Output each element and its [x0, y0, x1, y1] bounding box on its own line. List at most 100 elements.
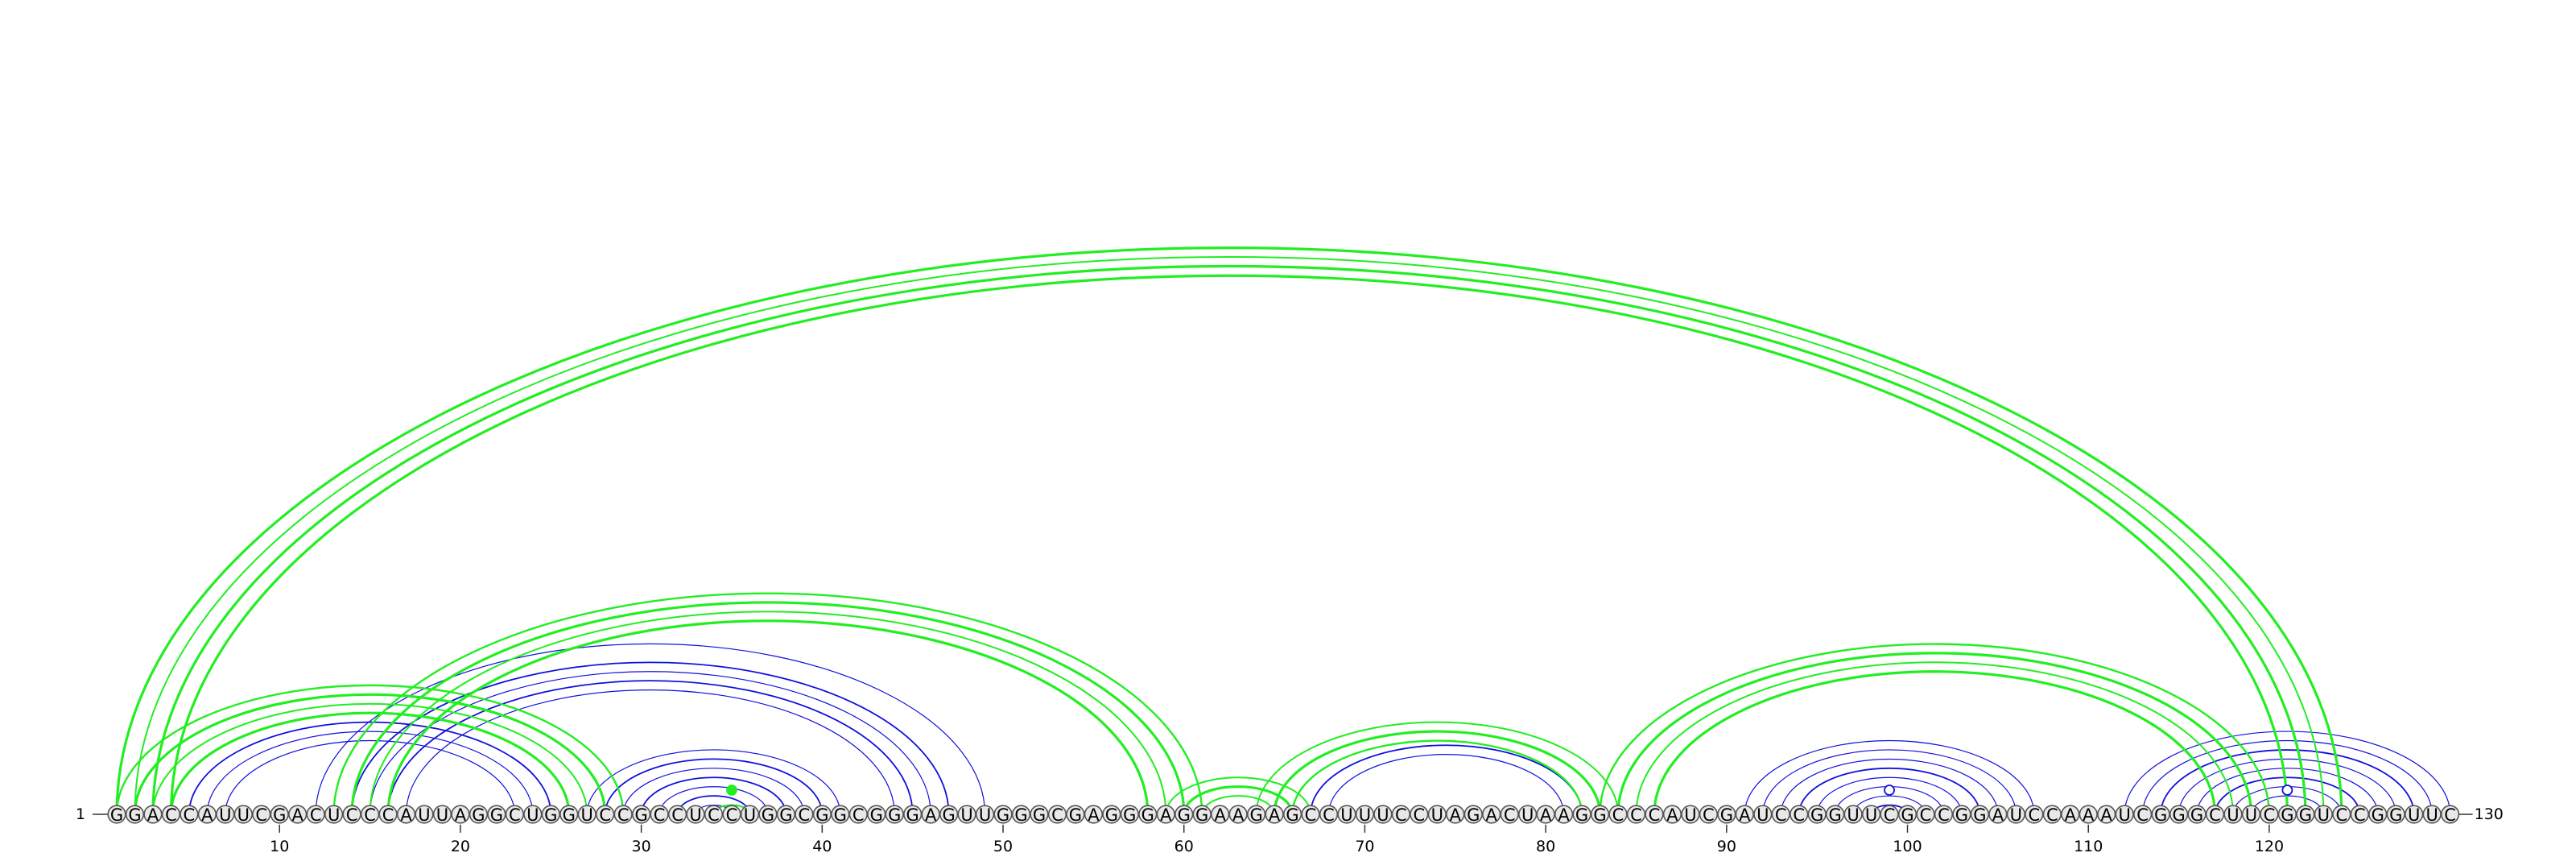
nucleotide-circle [487, 805, 506, 824]
nucleotide-circle [197, 805, 217, 824]
nucleotide-105: A [1988, 805, 2008, 825]
nucleotide-letter: C [2209, 805, 2221, 825]
nucleotide-letter: A [2083, 805, 2095, 825]
nucleotide-49: U [975, 805, 995, 825]
nucleotide-57: G [1120, 805, 1139, 825]
nucleotide-letter: G [906, 805, 919, 825]
blue-arc-113-129 [2142, 739, 2433, 815]
nucleotide-letter: G [2172, 805, 2185, 825]
nucleotide-45: G [903, 805, 923, 825]
nucleotide-circle [939, 805, 959, 824]
blue-arc-16-45 [387, 680, 914, 815]
nucleotide-letter: G [2154, 805, 2167, 825]
nucleotide-letter: C [2264, 805, 2276, 825]
nucleotide-55: A [1084, 805, 1103, 825]
nucleotide-circle [758, 805, 778, 824]
blue-arc-95-103 [1816, 776, 1963, 815]
green-arc-3-27 [151, 702, 588, 815]
nucleotide-102: C [1934, 805, 1954, 825]
nucleotide-letter: U [1684, 805, 1696, 825]
nucleotide-72: C [1391, 805, 1410, 825]
nucleotide-letter: G [1249, 805, 1262, 825]
nucleotide-124: C [2332, 805, 2351, 825]
nucleotide-circle [2350, 805, 2369, 824]
nucleotide-circle [2042, 805, 2062, 824]
nucleotide-circle [1626, 805, 1646, 824]
blue-arc-31-37 [658, 786, 769, 815]
green-arc-59-67 [1165, 776, 1312, 815]
nucleotide-53: C [1047, 805, 1067, 825]
nucleotide-109: A [2061, 805, 2080, 825]
green-arc-13-61 [332, 592, 1203, 815]
nucleotide-34: C [704, 805, 724, 825]
nucleotide-letter: G [1829, 805, 1842, 825]
nucleotide-circle [1066, 805, 1085, 824]
nucleotide-letter: C [617, 805, 630, 825]
blue-arc-30-38 [640, 776, 787, 815]
nucleotide-circle [324, 805, 344, 824]
nucleotide-letter: A [400, 805, 412, 825]
nucleotide-letter: C [852, 805, 865, 825]
nucleotide-circle [107, 805, 126, 824]
nucleotide-59: A [1156, 805, 1175, 825]
nucleotide-130: C [2441, 805, 2460, 825]
nucleotide-letter: A [1232, 805, 1245, 825]
nucleotide-circle [776, 805, 795, 824]
nucleotide-circle [650, 805, 669, 824]
nucleotide-101: C [1916, 805, 1935, 825]
nucleotide-letter: G [834, 805, 847, 825]
nucleotide-letter: U [237, 805, 250, 825]
nucleotide-126: G [2368, 805, 2388, 825]
nucleotide-119: U [2241, 805, 2261, 825]
nucleotide-letter: C [654, 805, 666, 825]
nucleotide-71: U [1373, 805, 1393, 825]
nucleotide-letter: C [1630, 805, 1642, 825]
green-arc-84-119 [1616, 652, 2253, 815]
nucleotide-letter: A [1992, 805, 2004, 825]
start-label: 1 [76, 805, 85, 823]
nucleotide-circle [252, 805, 271, 824]
nucleotide-98: U [1861, 805, 1881, 825]
nucleotide-circle [1735, 805, 1754, 824]
green-arc-66-82 [1291, 739, 1583, 815]
nucleotide-letter: C [165, 805, 177, 825]
nucleotide-circle [2405, 805, 2424, 824]
blue-arc-117-125 [2214, 776, 2361, 815]
nucleotide-letter: U [960, 805, 972, 825]
nucleotide-letter: G [1467, 805, 1480, 825]
nucleotide-9: C [252, 805, 271, 825]
nucleotide-letter: G [1014, 805, 1027, 825]
nucleotide-86: C [1645, 805, 1664, 825]
nucleotide-circle [1662, 805, 1682, 824]
nucleotide-99: C [1880, 805, 1899, 825]
nucleotide-letter: G [273, 805, 286, 825]
nucleotide-letter: G [2299, 805, 2312, 825]
tick-label-100: 100 [1893, 838, 1922, 855]
nucleotide-letter: U [1431, 805, 1443, 825]
nucleotide-circle [1192, 805, 1212, 824]
nucleotide-circle [2296, 805, 2315, 824]
nucleotide-84: C [1608, 805, 1628, 825]
nucleotide-circle [686, 805, 705, 824]
nucleotide-circle [1861, 805, 1881, 824]
nucleotide-100: G [1897, 805, 1918, 825]
nucleotide-32: C [667, 805, 687, 825]
nucleotide-letter: C [1938, 805, 1950, 825]
nucleotide-circle [867, 805, 886, 824]
nucleotide-circle [1753, 805, 1773, 824]
nucleotide-circle [1410, 805, 1429, 824]
nucleotide-circle [1156, 805, 1175, 824]
nucleotide-2: G [125, 805, 145, 825]
nucleotide-circle [2079, 805, 2098, 824]
nucleotide-28: C [596, 805, 615, 825]
nucleotide-13: U [324, 805, 344, 825]
nucleotide-26: G [559, 805, 579, 825]
nucleotide-circle [2241, 805, 2261, 824]
nucleotide-24: U [523, 805, 543, 825]
nucleotide-circle [2314, 805, 2333, 824]
nucleotide-83: G [1590, 805, 1610, 825]
nucleotide-letter: C [255, 805, 267, 825]
nucleotide-circle [1084, 805, 1103, 824]
nucleotide-letter: C [599, 805, 611, 825]
